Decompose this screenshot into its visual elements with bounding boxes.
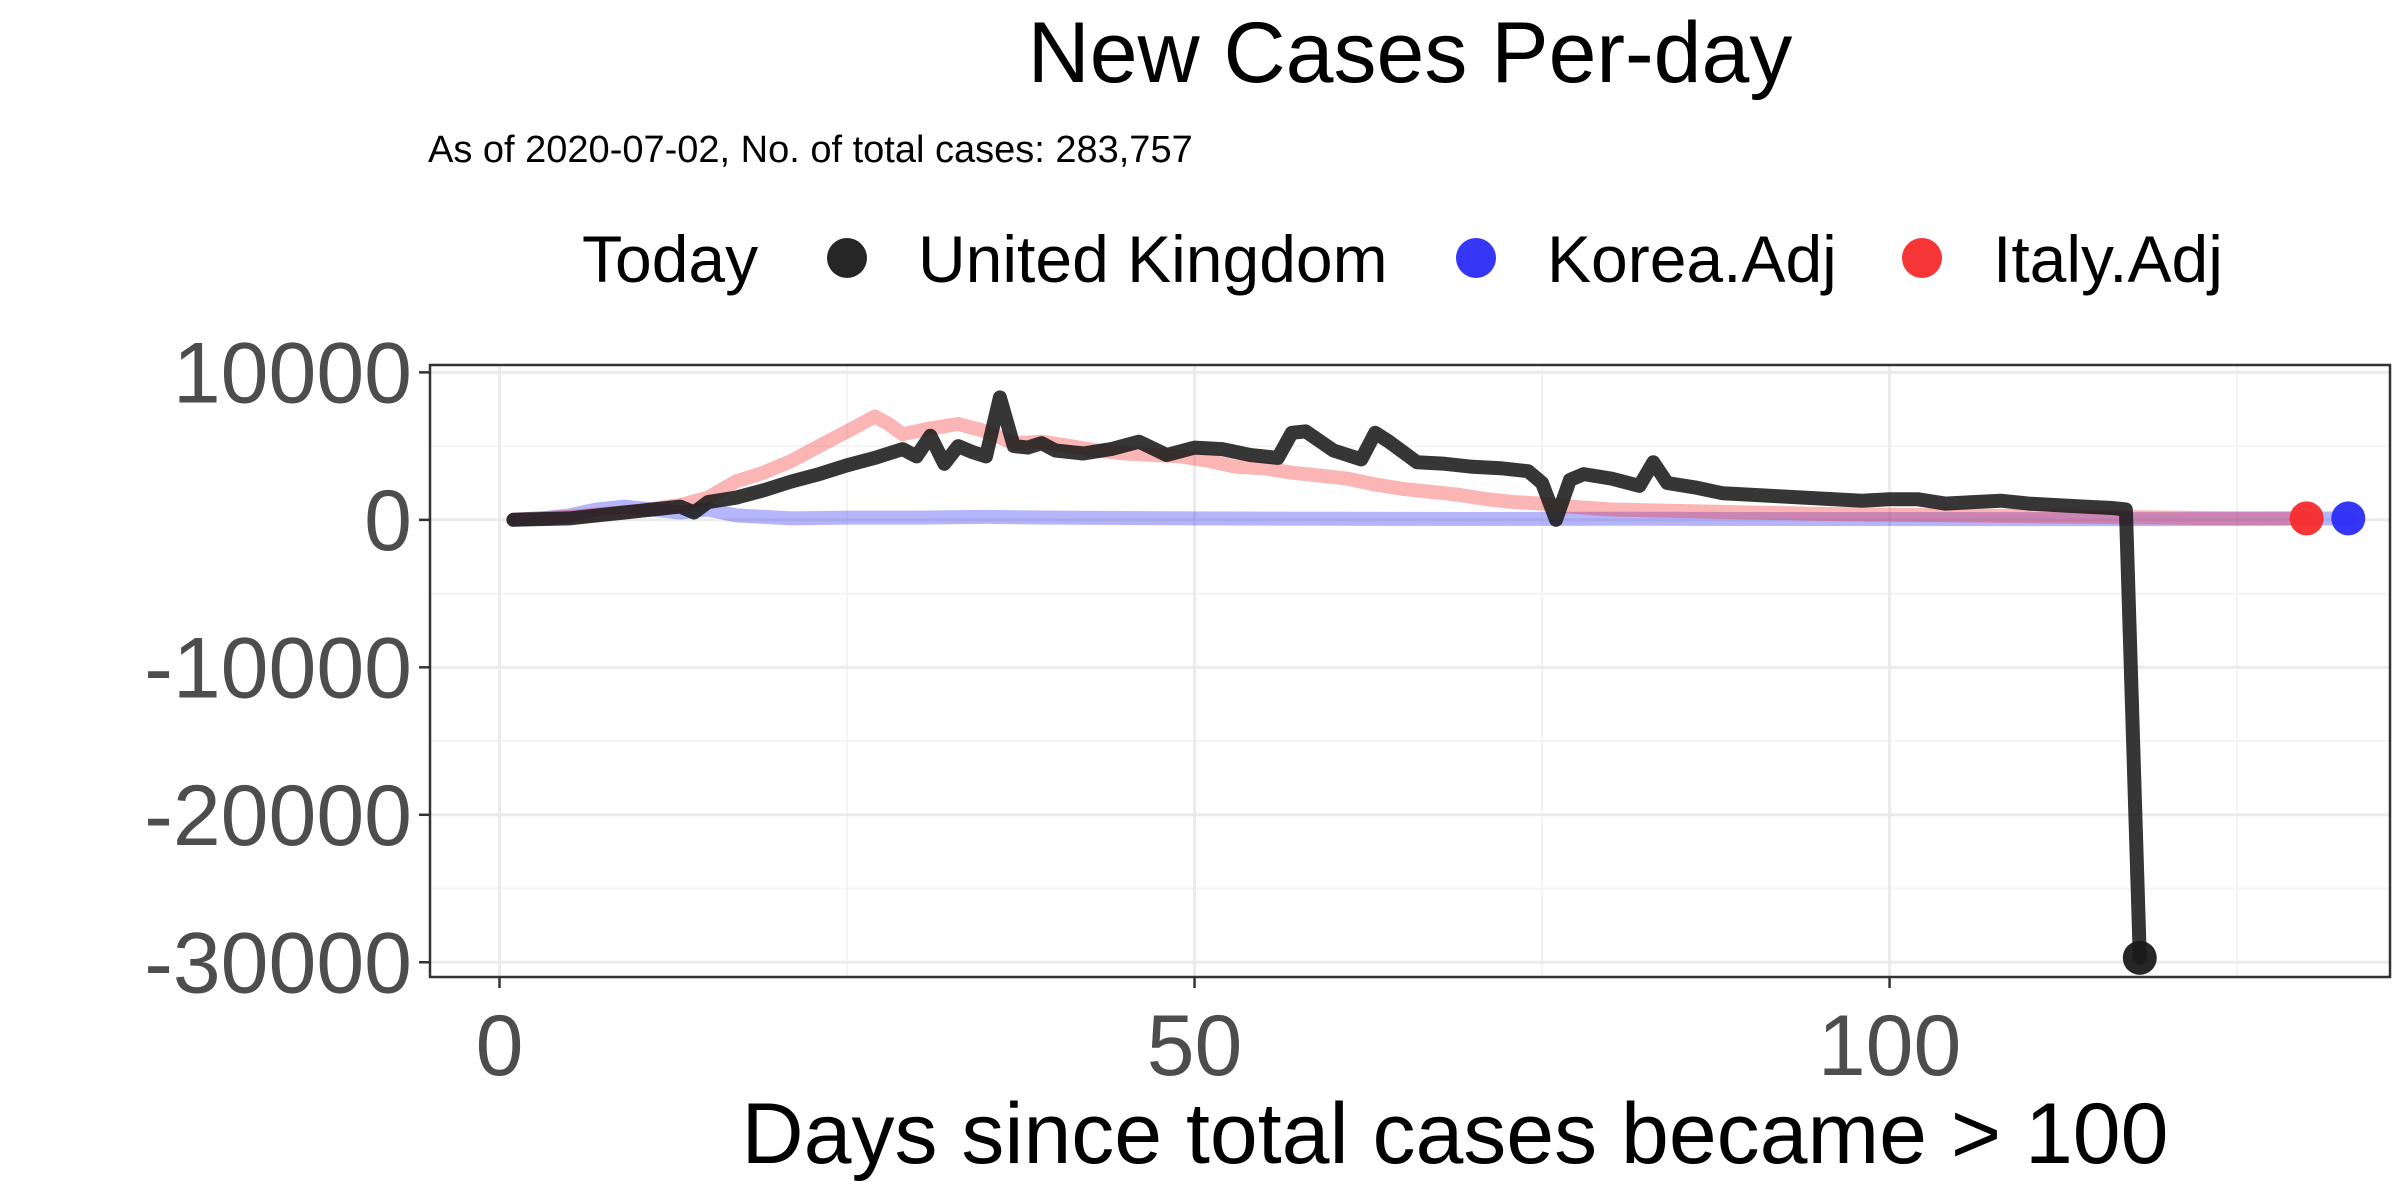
today-point-united-kingdom	[2122, 940, 2157, 975]
legend-label-united-kingdom: United Kingdom	[918, 222, 1388, 296]
legend-key-united-kingdom	[827, 238, 867, 278]
y-tick-label: 10000	[173, 325, 412, 421]
y-axis: 10000 0 -10000 -20000 -30000	[144, 325, 430, 1011]
legend-title: Today	[582, 222, 758, 296]
x-axis: 0 50 100	[476, 977, 1962, 1094]
series-layer	[506, 390, 2356, 965]
x-tick-label: 50	[1147, 998, 1243, 1094]
legend-key-italy-adj	[1902, 238, 1942, 278]
today-point-italy-adj	[2289, 501, 2324, 536]
plot-panel	[428, 363, 2392, 979]
grid-minor	[430, 365, 2390, 977]
chart-subtitle: As of 2020-07-02, No. of total cases: 28…	[428, 129, 1193, 171]
y-tick-label: -20000	[144, 768, 412, 864]
x-tick-label: 0	[476, 998, 524, 1094]
today-point-korea-adj	[2331, 501, 2366, 536]
y-tick-label: -10000	[144, 620, 412, 716]
legend-label-korea-adj: Korea.Adj	[1547, 222, 1837, 296]
legend-label-italy-adj: Italy.Adj	[1993, 222, 2223, 296]
y-tick-label: -30000	[144, 915, 412, 1011]
grid-major	[430, 365, 2390, 977]
legend-key-korea-adj	[1456, 238, 1496, 278]
y-tick-label: 0	[364, 473, 412, 569]
x-tick-label: 100	[1818, 998, 1962, 1094]
chart-title: New Cases Per-day	[1028, 5, 1793, 101]
x-axis-label: Days since total cases became > 100	[742, 1086, 2169, 1182]
legend: Today United Kingdom Korea.Adj Italy.Adj	[582, 222, 2223, 296]
series-line-italy-adj	[506, 409, 2314, 527]
points-layer	[2122, 501, 2366, 975]
panel-border	[428, 363, 2392, 979]
series-line-united-kingdom	[506, 390, 2147, 965]
